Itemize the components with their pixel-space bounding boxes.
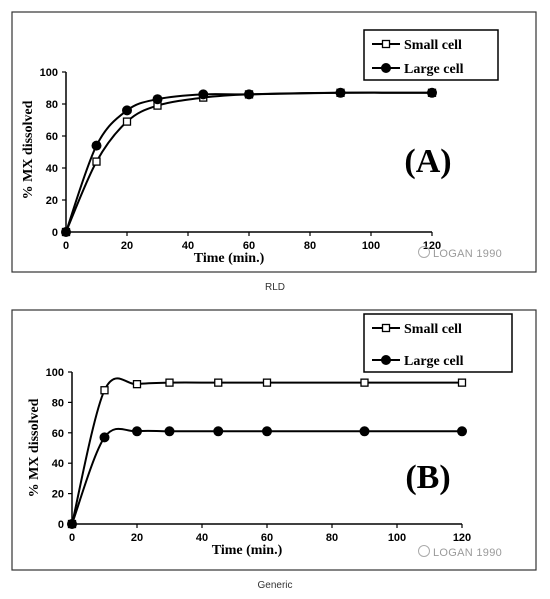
legend-label: Small cell bbox=[404, 322, 462, 337]
panel-label: (B) bbox=[405, 459, 450, 496]
watermark-a: LOGAN 1990 bbox=[418, 246, 502, 260]
data-point-large-cell bbox=[152, 94, 163, 105]
x-tick-label: 60 bbox=[243, 240, 255, 252]
data-point-large-cell bbox=[61, 227, 71, 237]
data-point-small-cell bbox=[132, 380, 142, 389]
series-line-small-cell bbox=[65, 91, 433, 233]
watermark-b: LOGAN 1990 bbox=[418, 545, 502, 559]
data-point-large-cell bbox=[427, 87, 437, 98]
data-point-small-cell bbox=[165, 378, 174, 387]
legend-marker-large-cell bbox=[381, 355, 391, 365]
data-point-large-cell bbox=[213, 426, 224, 437]
x-tick-label: 20 bbox=[131, 532, 143, 544]
y-tick-label: 100 bbox=[40, 67, 58, 79]
data-point-small-cell bbox=[92, 157, 101, 166]
caption-generic: Generic bbox=[257, 580, 293, 591]
y-tick-label: 60 bbox=[52, 428, 64, 440]
y-tick-label: 0 bbox=[52, 227, 58, 239]
watermark-logo-icon bbox=[418, 545, 430, 557]
x-tick-label: 100 bbox=[362, 240, 380, 252]
data-point-large-cell bbox=[457, 426, 467, 437]
x-tick-label: 120 bbox=[453, 532, 471, 544]
data-point-small-cell bbox=[122, 117, 132, 126]
data-point-large-cell bbox=[99, 432, 110, 443]
y-tick-label: 40 bbox=[52, 458, 64, 470]
y-tick-label: 80 bbox=[52, 397, 64, 409]
y-tick-label: 100 bbox=[46, 367, 64, 379]
x-axis-label: Time (min.) bbox=[212, 543, 283, 558]
y-tick-label: 60 bbox=[46, 131, 58, 143]
data-point-small-cell bbox=[262, 378, 272, 387]
y-tick-label: 20 bbox=[52, 489, 64, 501]
x-tick-label: 40 bbox=[196, 532, 208, 544]
x-axis-label: Time (min.) bbox=[194, 251, 265, 266]
legend-label: Large cell bbox=[404, 62, 464, 77]
legend-marker-small-cell bbox=[381, 323, 391, 333]
x-tick-label: 0 bbox=[63, 240, 69, 252]
panel-label: (A) bbox=[404, 143, 451, 180]
x-tick-label: 0 bbox=[69, 532, 75, 544]
data-point-large-cell bbox=[198, 89, 209, 100]
x-tick-label: 20 bbox=[121, 240, 133, 252]
y-tick-label: 40 bbox=[46, 163, 58, 175]
series-line-large-cell bbox=[71, 427, 462, 525]
data-point-large-cell bbox=[122, 105, 132, 116]
chart-panel-b: 0 20 40 60 80 100 0 20 40 60 80 100 120 Time (min.) % … bbox=[0, 302, 550, 572]
y-axis-label: % MX dissolved bbox=[21, 100, 36, 199]
x-tick-label: 40 bbox=[182, 240, 194, 252]
data-point-large-cell bbox=[132, 426, 142, 437]
data-point-large-cell bbox=[262, 426, 272, 437]
plot-frame bbox=[11, 309, 537, 571]
chart-panel-a: 0 20 40 60 80 100 0 20 40 60 80 100 120 Time (min.)% … bbox=[0, 0, 550, 275]
data-point-large-cell bbox=[359, 426, 370, 437]
data-point-large-cell bbox=[164, 426, 175, 437]
data-point-large-cell bbox=[67, 519, 77, 529]
y-axis-label: % MX dissolved bbox=[27, 398, 42, 497]
chart-b: 0 20 40 60 80 100 0 20 40 60 80 100 120 Time (min.) % … bbox=[11, 309, 537, 571]
y-tick-label: 80 bbox=[46, 99, 58, 111]
watermark-logo-icon bbox=[418, 246, 430, 258]
plot-frame bbox=[11, 11, 537, 273]
data-point-large-cell bbox=[244, 89, 254, 100]
x-tick-label: 100 bbox=[388, 532, 406, 544]
data-point-small-cell bbox=[214, 378, 223, 387]
data-point-small-cell bbox=[457, 378, 467, 387]
x-tick-label: 60 bbox=[261, 532, 273, 544]
caption-rld: RLD bbox=[264, 282, 285, 293]
data-point-small-cell bbox=[100, 386, 109, 395]
series-line-large-cell bbox=[65, 91, 433, 233]
legend-label: Large cell bbox=[404, 354, 464, 369]
series-line-small-cell bbox=[71, 377, 462, 525]
data-point-large-cell bbox=[91, 140, 102, 151]
x-tick-label: 80 bbox=[326, 532, 338, 544]
legend-label: Small cell bbox=[404, 38, 462, 53]
data-point-small-cell bbox=[360, 378, 369, 387]
legend-marker-large-cell bbox=[381, 63, 391, 73]
data-point-large-cell bbox=[335, 87, 346, 98]
y-tick-label: 20 bbox=[46, 195, 58, 207]
x-tick-label: 80 bbox=[304, 240, 316, 252]
legend-marker-small-cell bbox=[381, 39, 391, 49]
y-tick-label: 0 bbox=[58, 519, 64, 531]
